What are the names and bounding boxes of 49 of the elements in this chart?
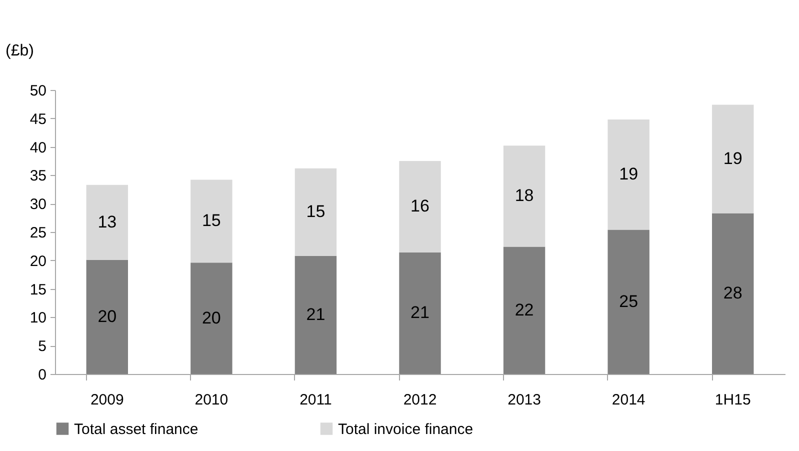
data-label: 19	[723, 149, 742, 168]
x-tick-label: 2010	[194, 392, 228, 408]
data-label: 20	[98, 306, 117, 326]
y-tick-label: 0	[38, 366, 46, 384]
bar	[294, 256, 337, 374]
y-tick-label: 5	[38, 338, 46, 356]
legend-label: Total asset finance	[74, 420, 198, 438]
bar	[608, 230, 650, 374]
data-label: 19	[619, 164, 638, 184]
data-label: 21	[306, 304, 326, 324]
bar	[399, 252, 441, 374]
y-tick-label: 30	[30, 196, 46, 214]
data-label: 15	[202, 211, 221, 230]
y-tick-label: 40	[30, 139, 46, 156]
bar	[86, 184, 128, 260]
bar	[190, 262, 232, 374]
x-tick-label: 2009	[90, 392, 124, 408]
data-label: 25	[619, 292, 638, 311]
bar	[712, 104, 754, 214]
x-tick-label: 2013	[508, 392, 541, 408]
data-label: 21	[410, 303, 430, 322]
y-tick-label: 35	[30, 168, 46, 185]
data-label: 13	[98, 212, 117, 232]
data-label: 18	[514, 186, 534, 206]
y-tick-label: 50	[30, 82, 46, 100]
y-tick-label: 45	[30, 110, 46, 128]
bar	[190, 180, 232, 263]
bar	[503, 246, 546, 374]
y-tick-label: 10	[30, 310, 46, 327]
data-label: 28	[723, 284, 742, 303]
data-label: 22	[514, 300, 534, 320]
legend-label: Total invoice finance	[338, 420, 474, 438]
bar	[86, 260, 128, 374]
y-tick-label: 15	[30, 281, 46, 298]
y-axis-title: (£b)	[6, 42, 34, 60]
y-tick-label: 25	[30, 224, 46, 242]
bar	[399, 161, 441, 252]
x-tick-label: 1H15	[714, 392, 751, 408]
bar	[712, 213, 754, 374]
bar	[294, 168, 337, 256]
x-tick-label: 2011	[300, 392, 332, 408]
y-tick-label: 20	[30, 252, 46, 270]
data-label: 15	[306, 202, 326, 222]
x-tick-label: 2012	[403, 392, 437, 408]
data-label: 16	[410, 196, 430, 216]
bar	[503, 146, 546, 247]
bar	[608, 120, 650, 230]
data-label: 20	[202, 308, 221, 328]
x-tick-label: 2014	[612, 392, 646, 408]
